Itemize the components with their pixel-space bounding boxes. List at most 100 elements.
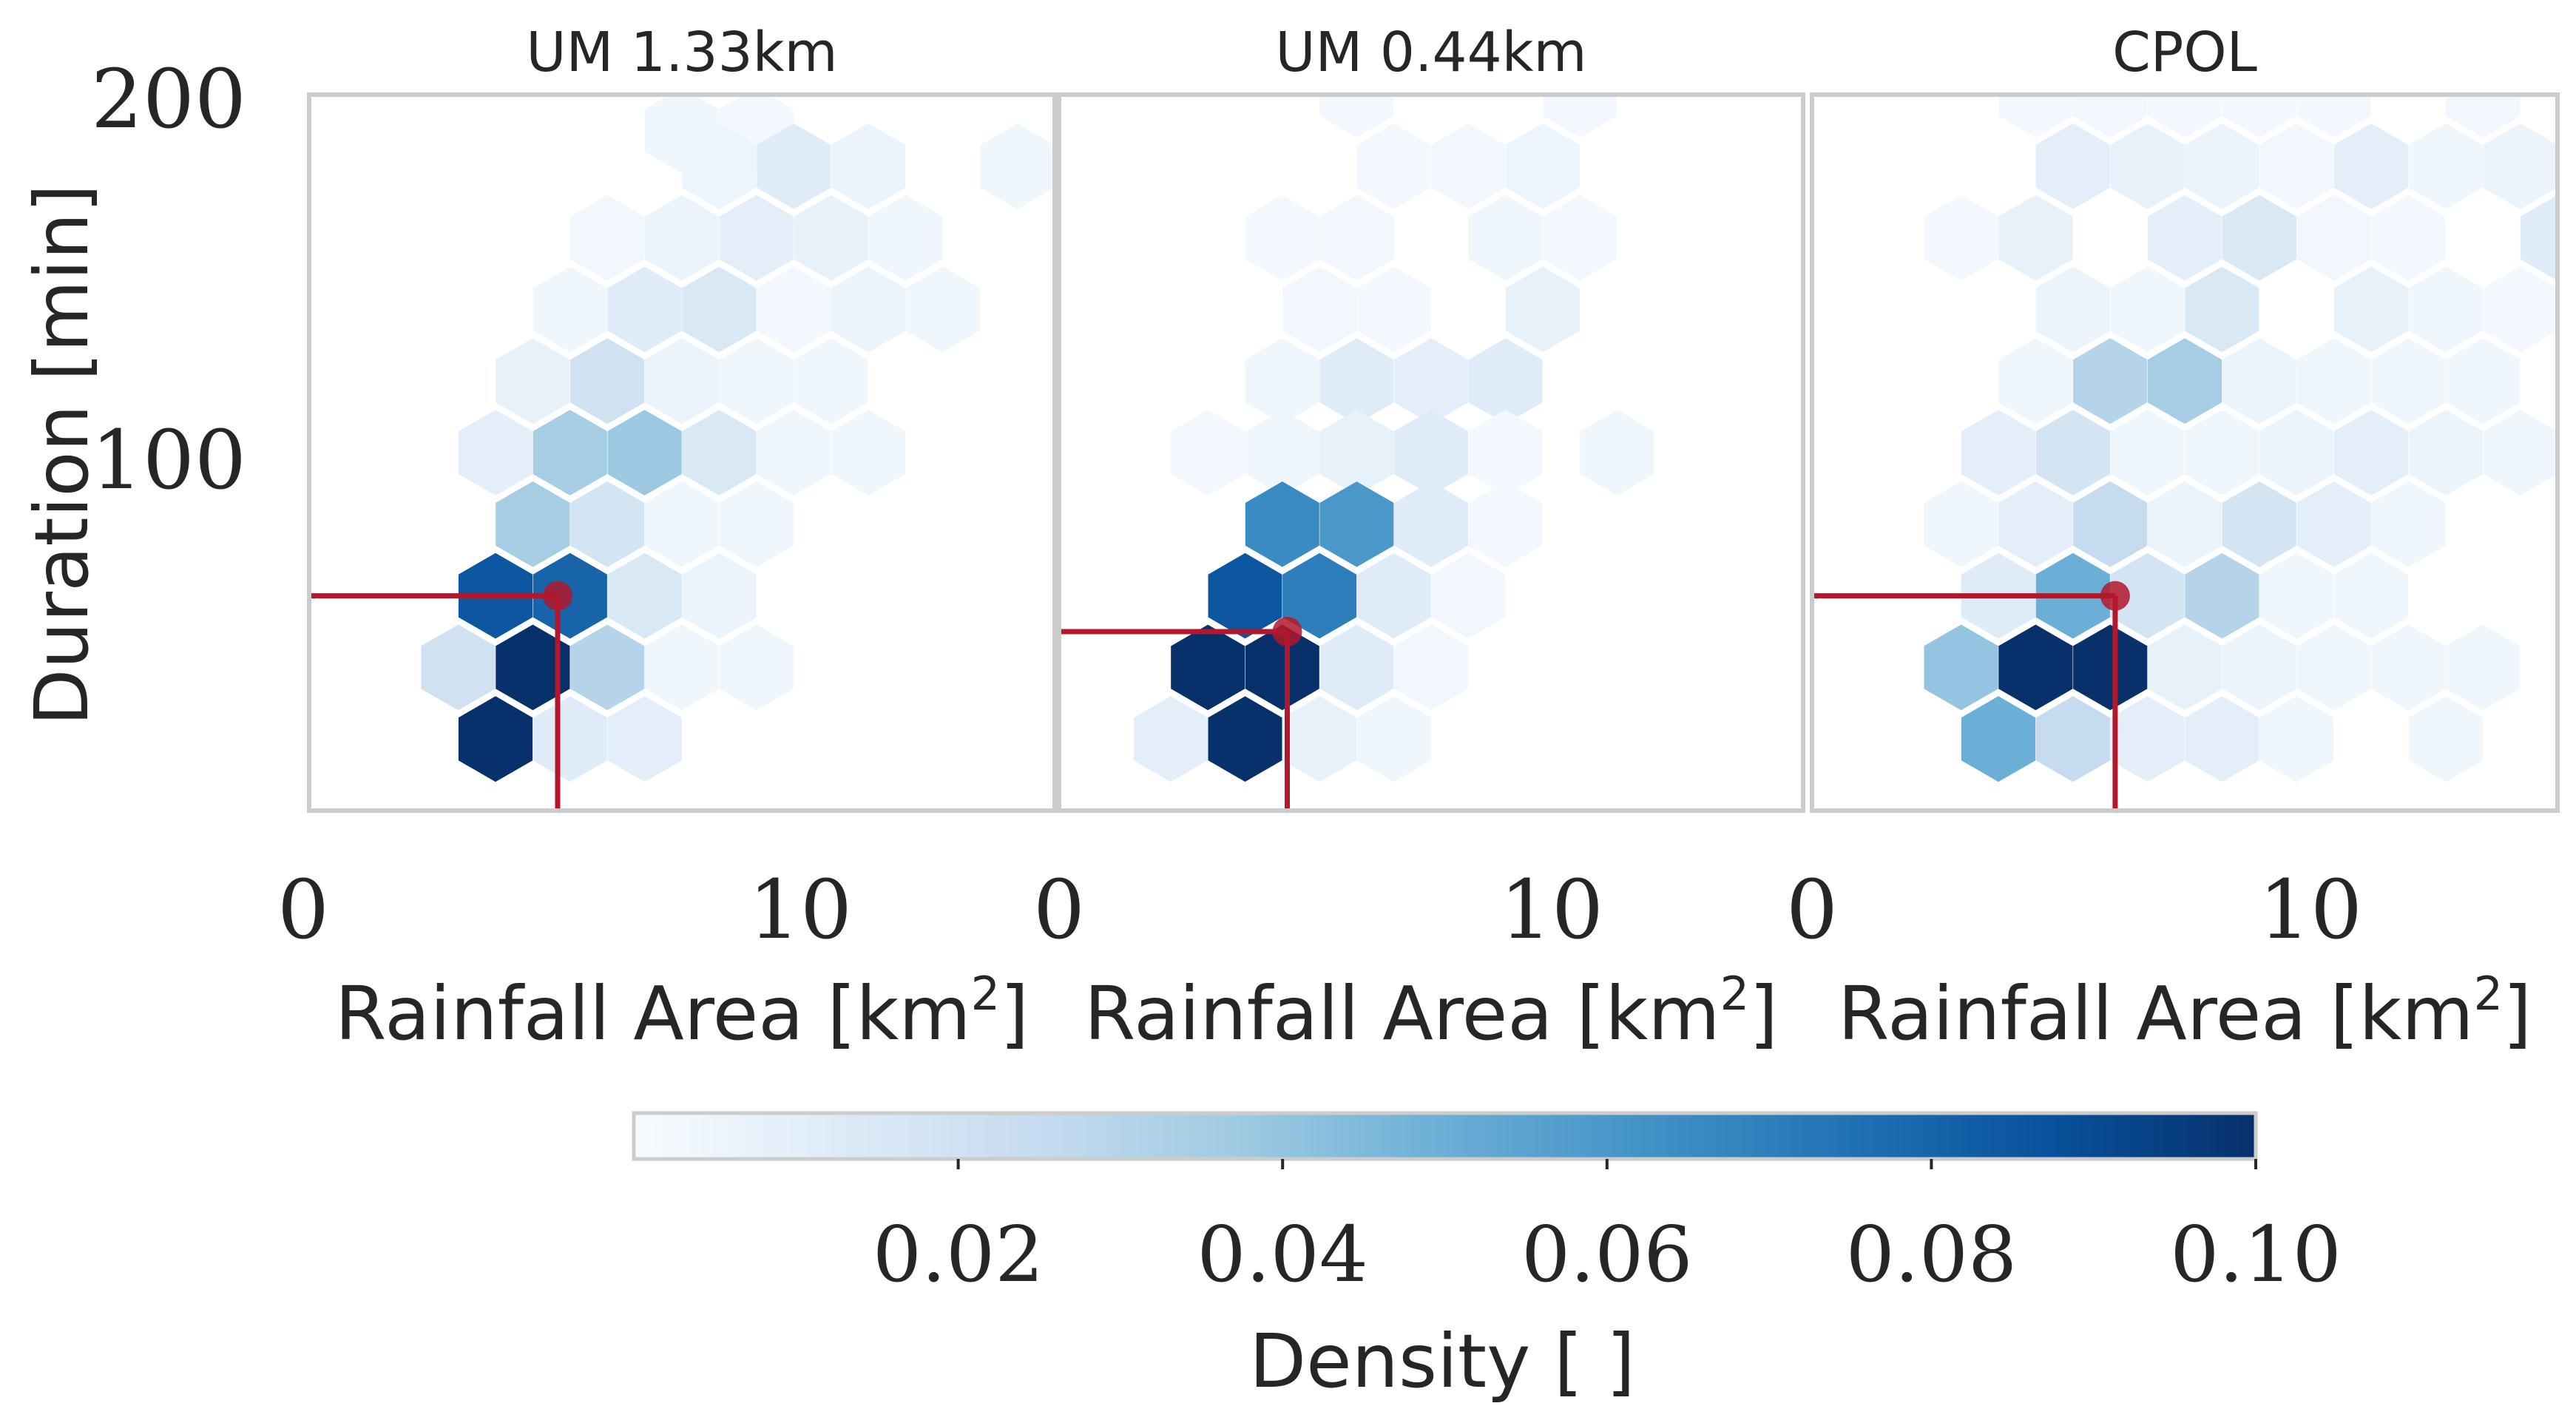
- hexbin-cell: [1505, 124, 1580, 209]
- hexbin-cell: [2333, 266, 2409, 353]
- colorbar: 0.02 0.04 0.06 0.08 0.10 Density [ ]: [632, 1111, 2342, 1405]
- hexbin-cell: [2296, 624, 2371, 711]
- reference-point-marker: [543, 581, 572, 611]
- hexbin-cell: [794, 338, 868, 425]
- panel-title: UM 0.44km: [1275, 21, 1586, 84]
- hexbin-cell: [2483, 123, 2558, 209]
- x-tick-label-0: 0: [1033, 862, 1085, 957]
- hexbin-cell: [2222, 195, 2296, 281]
- hexbin-cell: [607, 696, 682, 783]
- hexbin-cell: [2147, 338, 2222, 425]
- hexbin-cell: [1998, 624, 2073, 711]
- hexbin-cell: [496, 624, 570, 711]
- colorbar-tick-label: 0.04: [1197, 1209, 1368, 1299]
- hexbin-cell: [2185, 696, 2259, 783]
- hexbin-cell: [570, 481, 645, 567]
- hexbin-cell: [2185, 410, 2259, 496]
- y-axis-label: Duration [min]: [18, 184, 105, 726]
- hexbin-cell: [496, 481, 570, 567]
- hexbin-cell: [905, 266, 980, 353]
- hexbin-cell: [1924, 481, 1998, 567]
- hexbin-cell: [2035, 123, 2110, 209]
- panel-cpol: CPOL 0 10 Rainfall Area [km2]: [1786, 21, 2560, 1057]
- hexbin-cell: [1282, 696, 1357, 782]
- x-tick-label-0: 0: [277, 862, 329, 957]
- hexbin-cell: [2222, 481, 2296, 567]
- hexbin-cell: [1998, 95, 2073, 138]
- hexbin-cell: [2371, 195, 2446, 281]
- hexbin-cell: [2147, 624, 2222, 711]
- hexbin-cell: [1924, 195, 1998, 281]
- hexbin-cell: [2259, 696, 2334, 783]
- hexbin-cell: [496, 338, 570, 425]
- hexbin-cell: [831, 410, 906, 496]
- hexbin-cell: [2110, 266, 2185, 353]
- hexbin-cell: [1505, 266, 1580, 353]
- hexbin-cell: [719, 195, 794, 281]
- hexbin-cell: [570, 624, 645, 711]
- hexbin-cell: [1998, 338, 2073, 425]
- reference-point-marker: [1272, 617, 1302, 646]
- hexbin-cell: [1543, 195, 1617, 281]
- y-tick-label-200: 200: [91, 52, 246, 146]
- colorbar-label: Density [ ]: [1249, 1318, 1635, 1405]
- hexbin-cell: [1998, 195, 2073, 281]
- colorbar-tick-label: 0.08: [1846, 1209, 2018, 1299]
- hexbin-cell: [2073, 481, 2148, 567]
- hexbin-cell: [1245, 195, 1319, 281]
- hexbin-cell: [1394, 481, 1468, 567]
- hexbin-cell: [1431, 552, 1506, 639]
- hexbin-cell: [2147, 481, 2222, 567]
- hexbin-cell: [1468, 410, 1543, 496]
- x-tick-label-10: 10: [748, 862, 852, 957]
- hexbin-cell: [757, 123, 831, 209]
- hexbin-cell: [1245, 338, 1319, 424]
- hexbin-cell: [644, 624, 720, 711]
- hexbin-cell: [757, 410, 831, 496]
- hexbin-cell: [2483, 266, 2558, 353]
- hexbin-cell: [2147, 195, 2222, 281]
- hexbin-cell: [533, 266, 607, 353]
- hexbin-cell: [1924, 624, 1998, 711]
- hexbin-cell: [1961, 410, 2036, 496]
- hexbin-cell: [2110, 123, 2185, 209]
- hexbin-cell: [980, 123, 1055, 209]
- hexbin-cell: [2222, 624, 2296, 711]
- x-axis-label: Rainfall Area [km2]: [1838, 967, 2532, 1057]
- hexbin-cell: [607, 266, 682, 353]
- colorbar-tick-label: 0.02: [873, 1209, 1044, 1299]
- hexbin-cell: [2446, 338, 2521, 425]
- hexbin-cell: [570, 195, 645, 281]
- panel-title: CPOL: [2112, 21, 2257, 84]
- hexbin-cell: [644, 481, 720, 567]
- hexbin-cell: [1245, 410, 1319, 496]
- hexbin-cell: [2073, 624, 2148, 711]
- hexbin-cell: [2185, 123, 2259, 209]
- hexbin-cell: [2035, 696, 2110, 783]
- panel-frame: [307, 92, 1057, 813]
- hexbin-cell: [2408, 123, 2483, 209]
- hexbin-cell: [1319, 624, 1394, 711]
- hexbin-cell: [1319, 95, 1394, 138]
- hexbin-cell: [2408, 266, 2483, 353]
- hexbin-cell: [2035, 266, 2110, 353]
- colorbar-gradient: [632, 1111, 2258, 1161]
- hexbin-cell: [1208, 552, 1282, 639]
- hexbin-cell: [2371, 481, 2446, 567]
- hexbin-cell: [2296, 95, 2371, 138]
- hexbin-cell: [1245, 624, 1319, 711]
- hexbin-cell: [2408, 696, 2483, 783]
- hexbin-cell: [719, 481, 794, 567]
- hexbin-cell: [2408, 410, 2483, 496]
- x-tick-label-10: 10: [1500, 862, 1603, 957]
- hexbin-cell: [1394, 624, 1468, 711]
- hexbin-cell: [1431, 124, 1506, 209]
- hexbin-cell: [607, 410, 682, 496]
- x-axis-label: Rainfall Area [km2]: [1084, 967, 1778, 1057]
- hexbin-cell: [2259, 123, 2334, 209]
- hexbin-cell: [644, 195, 720, 281]
- hexbin-cell: [1282, 266, 1357, 353]
- hexbin-cell: [1282, 552, 1357, 639]
- hexbin-cell: [2296, 338, 2371, 425]
